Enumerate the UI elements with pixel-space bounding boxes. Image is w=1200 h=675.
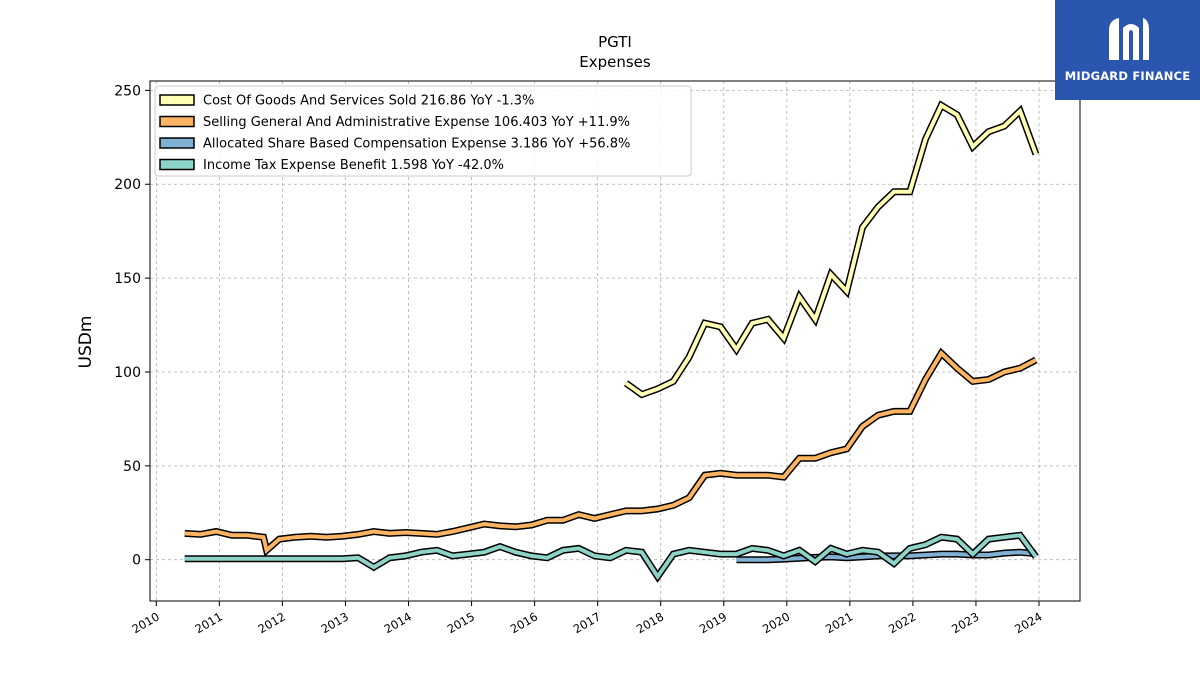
y-tick-label: 50 [123, 459, 141, 475]
legend-swatch [159, 137, 195, 149]
legend-label: Allocated Share Based Compensation Expen… [203, 137, 630, 152]
brand-name: MIDGARD FINANCE [1064, 69, 1191, 83]
x-tick-label: 2014 [382, 609, 414, 636]
x-tick-label: 2019 [697, 609, 729, 636]
x-tick-label: 2011 [192, 609, 224, 636]
legend-box [154, 85, 692, 177]
x-tick-label: 2013 [319, 609, 351, 636]
series-line [184, 350, 1037, 555]
legend-label: Cost Of Goods And Services Sold 216.86 Y… [203, 94, 534, 109]
x-tick-label: 2017 [571, 609, 603, 636]
x-tick-label: 2018 [634, 609, 666, 636]
brand-logo: MIDGARD FINANCE [1055, 0, 1200, 100]
y-tick-label: 150 [114, 271, 141, 287]
y-tick-label: 200 [114, 177, 141, 193]
series-lines [184, 100, 1040, 583]
series-0-group [623, 100, 1040, 399]
x-tick-label: 2023 [949, 609, 981, 636]
x-tick-label: 2010 [129, 609, 161, 636]
legend-swatch [159, 115, 195, 128]
x-tick-label: 2021 [823, 609, 855, 636]
x-tick-label: 2016 [508, 609, 540, 636]
y-tick-label: 0 [132, 553, 141, 569]
legend: Cost Of Goods And Services Sold 216.86 Y… [154, 85, 692, 177]
series-1-group [184, 347, 1038, 557]
legend-swatch [159, 158, 195, 171]
legend-swatch [159, 94, 195, 106]
series-line-outline [184, 347, 1038, 557]
x-tick-label: 2024 [1012, 609, 1044, 636]
y-tick-label: 250 [114, 83, 141, 99]
legend-label: Income Tax Expense Benefit 1.598 YoY -42… [203, 158, 504, 173]
x-tick-label: 2012 [256, 609, 288, 636]
legend-label: Selling General And Administrative Expen… [203, 115, 630, 130]
y-axis-label: USDm [76, 316, 96, 369]
x-tick-label: 2020 [760, 609, 792, 636]
series-line [184, 533, 1038, 581]
plot-frame [149, 80, 1081, 602]
chart-subtitle: Expenses [579, 53, 651, 71]
series-line [624, 102, 1038, 397]
y-tick-label: 100 [114, 365, 141, 381]
x-tick-label: 2022 [886, 609, 918, 636]
chart-title: PGTI [598, 33, 632, 51]
midgard-logo-icon [1109, 18, 1149, 60]
series-3-group [184, 531, 1039, 583]
x-tick-label: 2015 [445, 609, 477, 636]
